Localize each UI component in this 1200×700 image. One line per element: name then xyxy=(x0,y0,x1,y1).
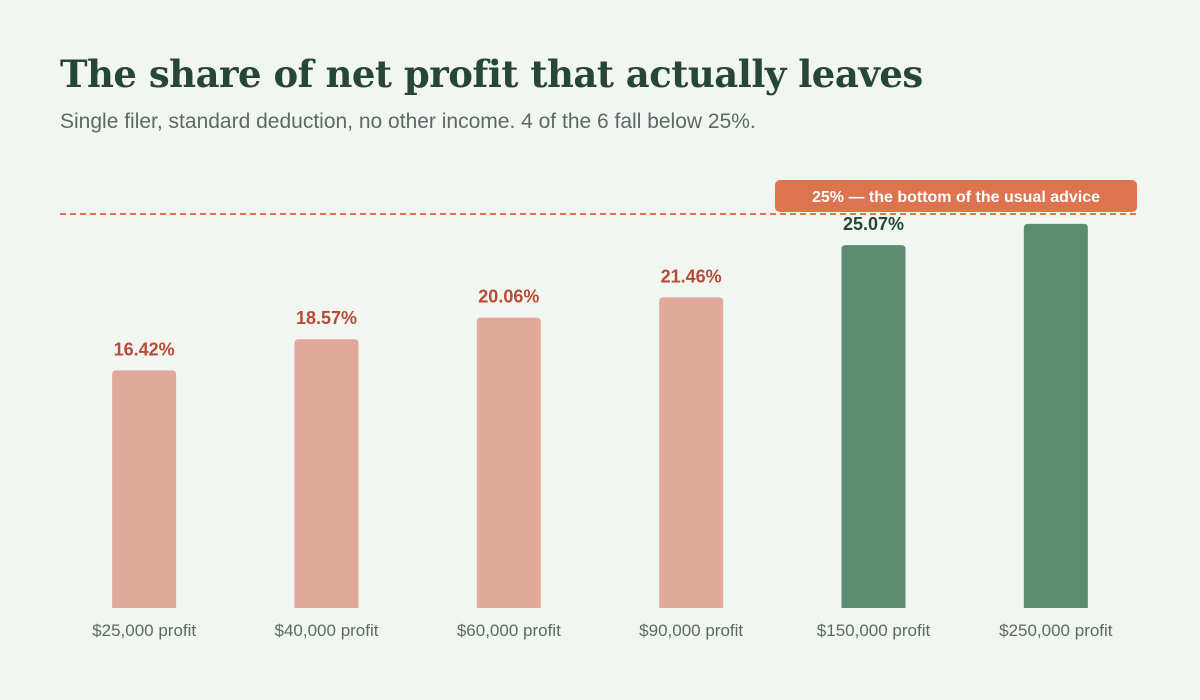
value-labels-group: 16.42%18.57%20.06%21.46%25.07%26.54% xyxy=(114,193,1087,359)
category-label: $60,000 profit xyxy=(457,621,561,640)
bar-value-label: 25.07% xyxy=(843,214,904,234)
reference-badge xyxy=(775,180,1137,212)
bar xyxy=(841,245,906,608)
category-label: $150,000 profit xyxy=(817,621,931,640)
bar xyxy=(1023,223,1088,609)
category-label: $25,000 profit xyxy=(92,621,196,640)
bar-value-label: 20.06% xyxy=(478,287,539,307)
chart-title: The share of net profit that actually le… xyxy=(60,52,923,96)
bar xyxy=(659,297,724,608)
bar-value-label: 21.46% xyxy=(661,266,722,286)
bars-group xyxy=(112,223,1088,609)
category-label: $250,000 profit xyxy=(999,621,1113,640)
category-label: $90,000 profit xyxy=(639,621,743,640)
bar xyxy=(294,339,359,608)
reference-line-group: 25% — the bottom of the usual advice xyxy=(60,180,1140,215)
bar-value-label: 16.42% xyxy=(114,339,175,359)
category-labels-group: $25,000 profit $40,000 profit $60,000 prof… xyxy=(92,621,1113,640)
category-label: $40,000 profit xyxy=(275,621,379,640)
chart-subtitle: Single filer, standard deduction, no oth… xyxy=(60,110,756,133)
reference-label: 25% — the bottom of the usual advice xyxy=(812,189,1100,206)
bar xyxy=(476,317,541,608)
bar xyxy=(112,370,177,608)
bar-value-label: 18.57% xyxy=(296,308,357,328)
